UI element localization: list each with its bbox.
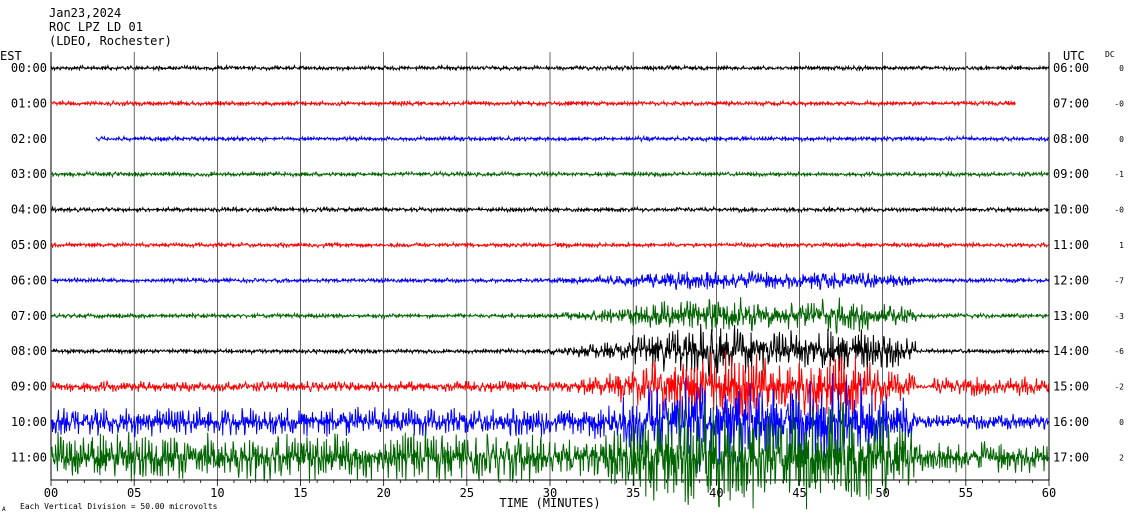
utc-hour-label: 14:00 bbox=[1053, 344, 1089, 358]
est-hour-label: 04:00 bbox=[11, 203, 47, 217]
dc-offset-label: -3 bbox=[1114, 312, 1124, 321]
x-tick-label: 60 bbox=[1042, 486, 1056, 500]
utc-hour-label: 15:00 bbox=[1053, 380, 1089, 394]
station-label: ROC LPZ LD 01 bbox=[49, 20, 143, 34]
est-hour-label: 11:00 bbox=[11, 450, 47, 464]
est-hour-label: 07:00 bbox=[11, 309, 47, 323]
time-grid bbox=[50, 52, 1050, 481]
x-tick-label: 35 bbox=[626, 486, 640, 500]
utc-hour-label: 07:00 bbox=[1053, 96, 1089, 110]
x-axis: 00 05 10 15 20 25 30 35 40 45 50 55 60 TIME (MINUTES) bbox=[44, 480, 1056, 510]
est-hour-label: 10:00 bbox=[11, 415, 47, 429]
dc-offset-label: -7 bbox=[1114, 276, 1124, 285]
trace-line bbox=[50, 373, 1049, 472]
trace-line bbox=[50, 99, 1016, 108]
x-axis-label: TIME (MINUTES) bbox=[499, 496, 600, 510]
trace-line bbox=[95, 134, 1049, 144]
dc-offset-label: -0 bbox=[1114, 99, 1124, 108]
utc-hour-label: 06:00 bbox=[1053, 61, 1089, 75]
trace-line bbox=[51, 240, 1049, 250]
x-tick-label: 30 bbox=[543, 486, 557, 500]
x-tick-label: 05 bbox=[127, 486, 141, 500]
utc-hour-label: 09:00 bbox=[1053, 167, 1089, 181]
dc-offset-label: 0 bbox=[1119, 418, 1124, 427]
x-tick-label: 40 bbox=[709, 486, 723, 500]
trace-line bbox=[51, 205, 1049, 214]
est-hour-label: 03:00 bbox=[11, 167, 47, 181]
est-hour-label: 01:00 bbox=[11, 96, 47, 110]
utc-hour-label: 08:00 bbox=[1053, 132, 1089, 146]
x-tick-label: 25 bbox=[460, 486, 474, 500]
est-hour-label: 02:00 bbox=[11, 132, 47, 146]
left-timezone-label: EST bbox=[0, 49, 22, 63]
utc-hour-label: 12:00 bbox=[1053, 273, 1089, 287]
trace-line bbox=[50, 323, 1049, 379]
trace-line bbox=[50, 270, 1049, 291]
est-hour-label: 09:00 bbox=[11, 380, 47, 394]
dc-offset-label: -0 bbox=[1114, 206, 1124, 215]
x-tick-label: 10 bbox=[210, 486, 224, 500]
est-hour-label: 08:00 bbox=[11, 344, 47, 358]
network-label: (LDEO, Rochester) bbox=[49, 34, 172, 48]
corner-mark: A bbox=[2, 506, 6, 513]
dc-offset-label: -1 bbox=[1114, 170, 1124, 179]
trace-line bbox=[50, 350, 1049, 421]
est-hour-label: 00:00 bbox=[11, 61, 47, 75]
utc-hour-label: 16:00 bbox=[1053, 415, 1089, 429]
x-tick-label: 20 bbox=[376, 486, 390, 500]
utc-hour-label: 10:00 bbox=[1053, 203, 1089, 217]
x-tick-label: 15 bbox=[293, 486, 307, 500]
dc-header-label: DC bbox=[1105, 50, 1115, 59]
est-hour-label: 06:00 bbox=[11, 273, 47, 287]
right-timezone-label: UTC bbox=[1063, 49, 1085, 63]
division-note: Each Vertical Division = 50.00 microvolt… bbox=[20, 502, 218, 511]
dc-offset-label: -6 bbox=[1114, 347, 1124, 356]
dc-offset-label: 0 bbox=[1119, 64, 1124, 73]
dc-offset-label: -2 bbox=[1114, 383, 1124, 392]
row-labels: 00:00 06:00 0 01:00 07:00 -0 02:00 08:00 0 03:00 0… bbox=[11, 61, 1124, 464]
date-label: Jan23,2024 bbox=[49, 6, 122, 20]
utc-hour-label: 17:00 bbox=[1053, 450, 1089, 464]
x-tick-label: 45 bbox=[792, 486, 806, 500]
trace-line bbox=[50, 401, 1049, 510]
dc-offset-label: 2 bbox=[1119, 453, 1124, 462]
trace-line bbox=[50, 63, 1049, 73]
est-hour-label: 05:00 bbox=[11, 238, 47, 252]
x-tick-label: 00 bbox=[44, 486, 58, 500]
trace-rows bbox=[50, 63, 1049, 510]
utc-hour-label: 13:00 bbox=[1053, 309, 1089, 323]
x-tick-label: 55 bbox=[959, 486, 973, 500]
utc-hour-label: 11:00 bbox=[1053, 238, 1089, 252]
x-tick-label: 50 bbox=[875, 486, 889, 500]
dc-offset-label: 1 bbox=[1119, 241, 1124, 250]
dc-offset-label: 0 bbox=[1119, 135, 1124, 144]
trace-line bbox=[50, 169, 1049, 179]
trace-line bbox=[50, 297, 1049, 334]
